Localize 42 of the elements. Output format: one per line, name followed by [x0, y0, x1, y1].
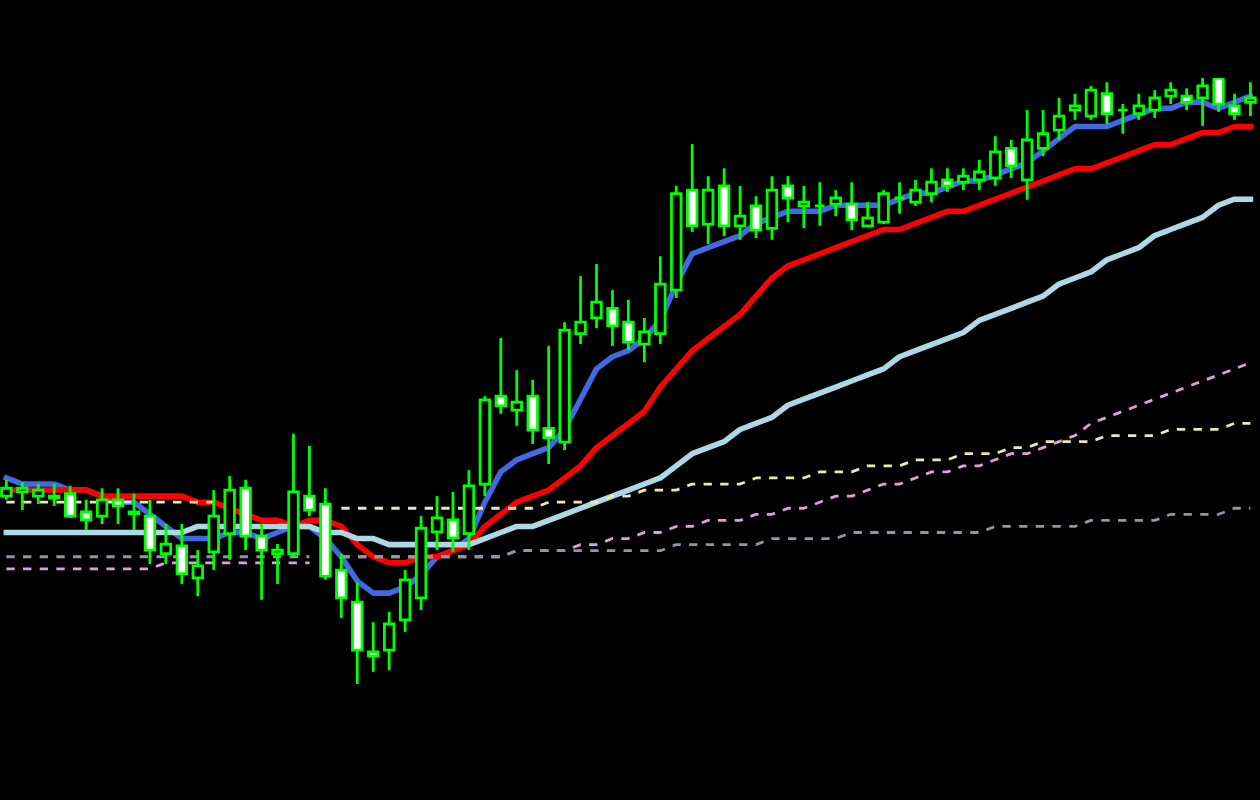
candlestick [95, 486, 109, 526]
candlestick [1036, 108, 1050, 158]
candlestick [446, 490, 460, 554]
candlestick [1084, 84, 1098, 122]
candlestick [686, 142, 699, 234]
candlestick [1005, 138, 1018, 180]
candlestick [1052, 96, 1066, 142]
candlestick [701, 174, 715, 246]
candlestick [159, 522, 173, 566]
candlestick [1148, 88, 1161, 120]
candlestick [111, 486, 125, 526]
candlestick [797, 184, 811, 230]
candlestick [829, 188, 842, 218]
candlestick [48, 482, 61, 508]
candlestick [127, 492, 141, 532]
candlestick [64, 484, 77, 520]
candlestick [749, 194, 763, 240]
candlestick [367, 620, 380, 674]
candlestick [1100, 80, 1114, 126]
candlestick [1020, 108, 1034, 202]
candlestick [79, 498, 93, 532]
candlestick [765, 174, 779, 242]
candlestick [351, 580, 364, 684]
candlestick [1132, 92, 1145, 122]
candlestick [813, 180, 826, 228]
candlestick [398, 568, 412, 634]
candlestick [1116, 102, 1130, 136]
candlestick [430, 494, 444, 552]
candlestick [382, 610, 396, 672]
candlestick [191, 548, 204, 598]
candlestick [717, 166, 731, 238]
candlestick [143, 498, 157, 566]
candlestick [1244, 80, 1257, 118]
candlestick [175, 522, 188, 586]
candlestick [893, 180, 906, 216]
candlestick [510, 368, 523, 428]
candlestick [462, 468, 476, 552]
candlestick [733, 184, 747, 242]
candlestick [781, 174, 795, 224]
candlestick [494, 336, 507, 416]
candlestick [989, 134, 1002, 188]
candlestick [1068, 92, 1082, 122]
